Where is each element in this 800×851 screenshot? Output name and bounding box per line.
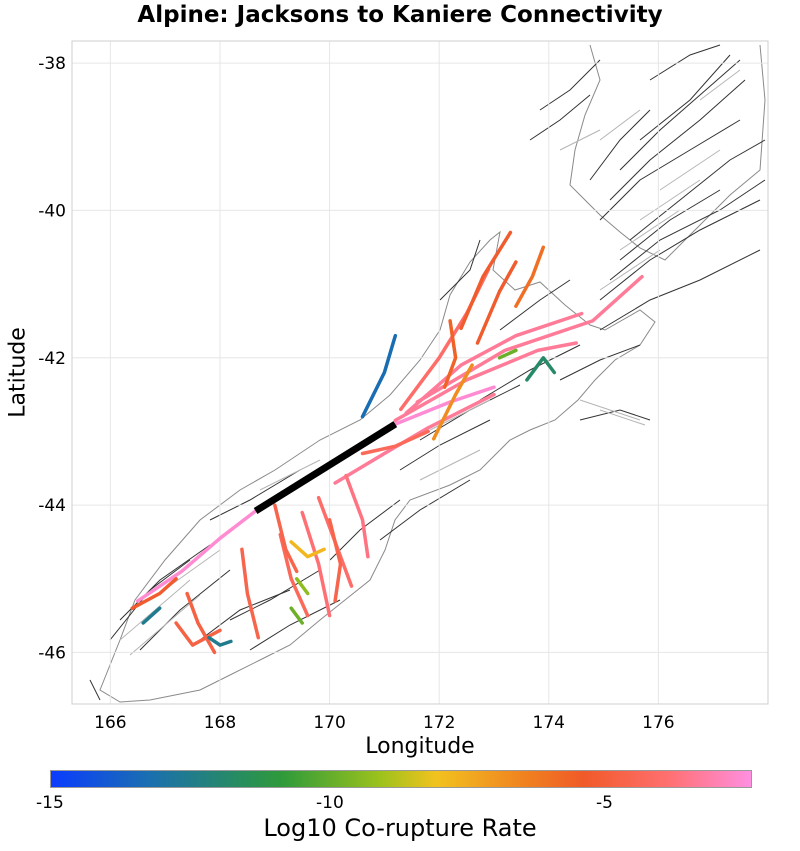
- co-rupture-fault: [185, 591, 217, 655]
- co-rupture-faults: [130, 230, 644, 655]
- colorbar-tick-label: -10: [316, 793, 344, 813]
- y-tick-label: -42: [38, 349, 66, 369]
- x-tick-label: 166: [94, 713, 126, 733]
- x-tick-label: 176: [642, 713, 674, 733]
- y-tick-label: -40: [38, 201, 66, 221]
- background-fault-network: [89, 44, 766, 703]
- co-rupture-fault: [327, 518, 343, 603]
- chart-title: Alpine: Jacksons to Kaniere Connectivity: [137, 2, 663, 28]
- co-rupture-fault: [294, 577, 310, 596]
- co-rupture-fault: [415, 274, 644, 404]
- y-tick-label: -44: [38, 496, 66, 516]
- co-rupture-fault: [130, 577, 178, 610]
- jacksons-kaniere-fault: [253, 421, 398, 514]
- gridlines: [72, 41, 768, 704]
- co-rupture-fault: [404, 311, 584, 415]
- co-rupture-fault: [497, 348, 518, 360]
- y-tick-label: -38: [38, 54, 66, 74]
- co-rupture-fault: [174, 621, 222, 647]
- plot-frame: [71, 40, 769, 705]
- co-rupture-fault: [136, 509, 258, 603]
- north-island-coast: [569, 44, 766, 261]
- x-axis-label: Longitude: [365, 734, 475, 759]
- colorbar-label: Log10 Co-rupture Rate: [263, 814, 537, 842]
- axis-ticks: 166 168 170 172 174 176 -38 -40 -42 -44 -46: [38, 54, 674, 733]
- coastline: [99, 230, 656, 703]
- co-rupture-fault: [289, 540, 326, 559]
- co-rupture-fault: [459, 230, 513, 331]
- y-tick-label: -46: [38, 643, 66, 663]
- co-rupture-fault: [360, 429, 430, 456]
- co-rupture-fault: [525, 356, 557, 382]
- x-tick-label: 174: [533, 713, 565, 733]
- co-rupture-fault: [207, 635, 233, 647]
- co-rupture-fault: [475, 260, 518, 345]
- co-rupture-fault: [141, 606, 162, 625]
- co-rupture-fault: [514, 245, 546, 308]
- x-tick-label: 168: [204, 713, 236, 733]
- co-rupture-fault: [273, 503, 299, 574]
- colorbar: [50, 770, 752, 788]
- co-rupture-fault: [300, 510, 332, 618]
- co-rupture-fault: [240, 547, 261, 640]
- y-axis-label: Latitude: [5, 327, 31, 418]
- co-rupture-fault: [344, 473, 370, 559]
- x-tick-label: 170: [313, 713, 345, 733]
- co-rupture-fault: [360, 333, 398, 419]
- target-fault-layer: [253, 421, 398, 514]
- co-rupture-fault: [431, 363, 474, 441]
- co-rupture-fault: [289, 606, 304, 625]
- colorbar-tick-label: -15: [36, 793, 64, 813]
- x-tick-label: 172: [423, 713, 455, 733]
- colorbar-tick-label: -5: [596, 793, 613, 813]
- co-rupture-fault: [442, 319, 458, 389]
- co-rupture-fault: [393, 341, 578, 423]
